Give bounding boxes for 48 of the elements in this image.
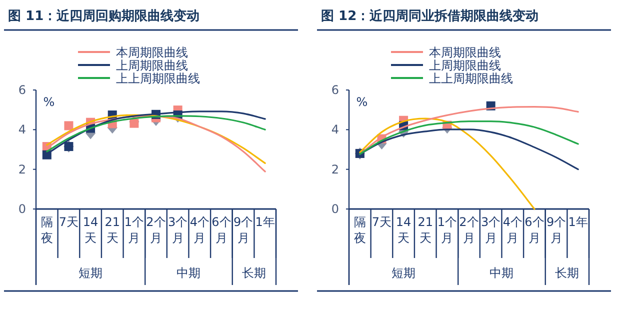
x-tick-label: 4个月	[502, 215, 522, 245]
x-tick-label: 1个月	[124, 215, 144, 245]
y-tick-label: 2	[18, 162, 26, 176]
y-axis-title: %	[356, 95, 368, 109]
x-tick-label: 隔夜	[40, 215, 53, 245]
x-tick-label: 3个月	[481, 215, 501, 245]
point	[64, 121, 74, 130]
x-tick-label: 3个月	[168, 215, 188, 245]
x-tick-label: 6个月	[212, 215, 232, 245]
chart-title: 图 12：近四周同业拆借期限曲线变动	[321, 8, 539, 24]
y-tick-label: 0	[18, 202, 26, 216]
legend-label: 本周期限曲线	[429, 46, 501, 60]
x-tick-label: 21天	[418, 215, 434, 245]
x-tick-label: 21天	[104, 215, 120, 245]
legend-label: 上上周期限曲线	[429, 72, 513, 86]
y-tick-label: 4	[18, 122, 26, 137]
x-tick-label: 9个月	[546, 215, 566, 245]
legend-label: 上上周期限曲线	[116, 72, 200, 86]
x-tick-label: 1个月	[437, 215, 457, 245]
y-tick-label: 6	[331, 83, 339, 97]
legend-label: 本周期限曲线	[116, 46, 188, 60]
x-tick-label: 1年	[568, 215, 588, 229]
x-tick-label: 4个月	[190, 215, 210, 245]
x-tick-label: 2个月	[459, 215, 479, 245]
x-tick-label: 7天	[58, 215, 79, 229]
x-tick-label: 6个月	[524, 215, 544, 245]
x-tick-label: 1年	[255, 215, 275, 229]
y-tick-label: 0	[331, 202, 339, 216]
text: 长期	[242, 266, 266, 280]
legend-label: 上周期限曲线	[429, 58, 501, 72]
point	[130, 118, 139, 128]
x-tick-label: 14天	[82, 215, 98, 245]
y-tick-label: 6	[18, 83, 26, 97]
text: 长期	[555, 266, 580, 280]
x-tick-label: 14天	[396, 215, 412, 245]
x-tick-label: 7天	[372, 215, 392, 229]
x-tick-label: 2个月	[146, 215, 166, 245]
chart-title: 图 11：近四周回购期限曲线变动	[8, 8, 200, 24]
text: 短期	[392, 266, 416, 280]
y-tick-label: 4	[331, 122, 339, 137]
y-axis-title: %	[43, 95, 55, 109]
text: 中期	[176, 266, 201, 280]
y-tick-label: 2	[331, 162, 339, 176]
legend-label: 上周期限曲线	[116, 58, 188, 72]
x-tick-label: 9个月	[233, 215, 254, 245]
text: 短期	[78, 266, 103, 280]
text: 中期	[490, 266, 514, 280]
x-tick-label: 隔夜	[354, 215, 366, 245]
